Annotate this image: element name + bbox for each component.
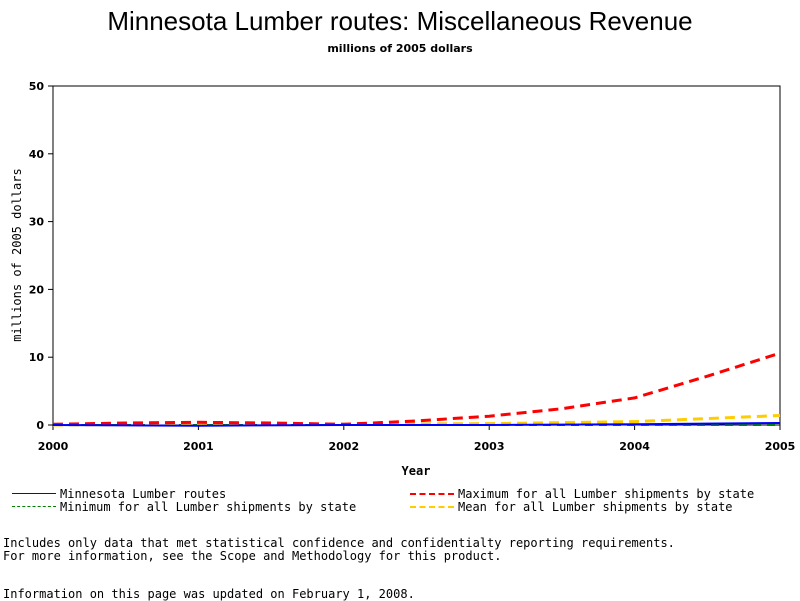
x-tick-label-2004: 2004: [619, 440, 650, 453]
legend-label-maximum: Maximum for all Lumber shipments by stat…: [458, 487, 755, 501]
y-tick-label-50: 50: [29, 80, 45, 93]
y-axis-title: millions of 2005 dollars: [10, 168, 24, 341]
series-line-1: [52, 351, 781, 426]
legend-item-mean: Mean for all Lumber shipments by state: [410, 501, 733, 514]
legend-label-minimum: Minimum for all Lumber shipments by stat…: [60, 500, 357, 514]
x-tick-label-2003: 2003: [474, 440, 505, 453]
chart-title: Minnesota Lumber routes: Miscellaneous R…: [107, 6, 693, 36]
x-tick-label-2005: 2005: [765, 440, 796, 453]
legend-item-minimum: Minimum for all Lumber shipments by stat…: [12, 501, 356, 514]
y-axis: 0 10 20 30 40 50: [29, 80, 53, 432]
legend-swatch-minimum: [12, 506, 56, 507]
footnote-confidence: Includes only data that met statistical …: [3, 536, 675, 550]
legend-swatch-maximum: [410, 492, 454, 495]
series-line-0: [52, 422, 781, 427]
legend-item-maximum: Maximum for all Lumber shipments by stat…: [410, 488, 754, 501]
legend-item-minnesota: Minnesota Lumber routes: [12, 488, 226, 501]
legend-label-mean: Mean for all Lumber shipments by state: [458, 500, 733, 514]
y-tick-label-30: 30: [29, 216, 45, 229]
series-group: [52, 351, 781, 427]
y-tick-label-20: 20: [29, 283, 45, 296]
y-tick-label-0: 0: [36, 419, 44, 432]
series-line-3: [52, 414, 781, 427]
x-tick-label-2000: 2000: [38, 440, 69, 453]
x-axis-title: Year: [402, 464, 431, 478]
footnote-methodology: For more information, see the Scope and …: [3, 549, 502, 563]
legend-swatch-mean: [410, 505, 454, 508]
update-notice: Information on this page was updated on …: [3, 587, 415, 601]
plot-frame: [52, 85, 781, 426]
y-tick-label-10: 10: [29, 351, 45, 364]
y-tick-label-40: 40: [29, 148, 45, 161]
x-axis: 2000 2001 2002 2003 2004 2005: [38, 425, 796, 453]
x-tick-label-2001: 2001: [183, 440, 214, 453]
chart-subtitle: millions of 2005 dollars: [327, 42, 473, 55]
legend-label-minnesota: Minnesota Lumber routes: [60, 487, 227, 501]
x-tick-label-2002: 2002: [328, 440, 359, 453]
legend-swatch-minnesota: [12, 493, 56, 494]
legend: Minnesota Lumber routes Minimum for all …: [12, 488, 800, 518]
